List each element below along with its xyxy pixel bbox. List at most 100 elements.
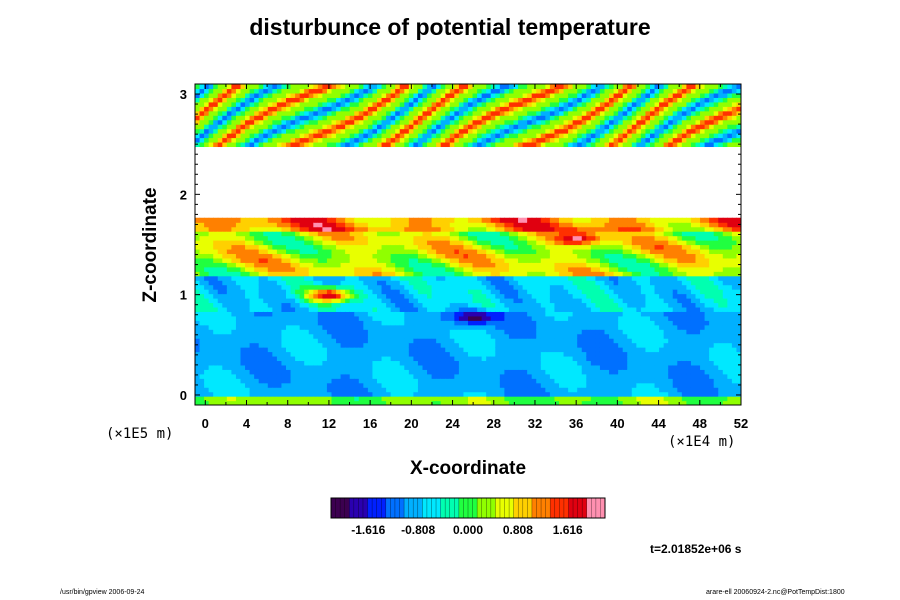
- contour-cell: [468, 244, 474, 250]
- contour-cell: [559, 400, 565, 405]
- contour-cell: [427, 275, 433, 281]
- contour-cell: [195, 266, 201, 272]
- contour-cell: [431, 293, 437, 299]
- contour-cell: [299, 373, 305, 379]
- contour-cell: [249, 231, 255, 237]
- contour-cell: [545, 293, 551, 299]
- contour-cell: [204, 311, 210, 317]
- contour-cell: [386, 271, 392, 277]
- contour-cell: [481, 289, 487, 295]
- contour-cell: [386, 88, 392, 94]
- contour-cell: [408, 101, 414, 107]
- contour-cell: [276, 119, 283, 125]
- contour-cell: [199, 106, 205, 112]
- contour-cell: [286, 275, 292, 281]
- contour-cell: [308, 347, 314, 353]
- contour-cell: [281, 271, 287, 277]
- contour-cell: [522, 320, 528, 326]
- contour-cell: [381, 275, 387, 281]
- contour-cell: [235, 253, 242, 259]
- contour-cell: [276, 110, 283, 116]
- contour-cell: [217, 88, 223, 94]
- contour-cell: [331, 396, 337, 402]
- contour-cell: [322, 338, 328, 344]
- contour-cell: [381, 315, 387, 321]
- contour-cell: [486, 355, 492, 362]
- contour-cell: [431, 226, 437, 232]
- contour-cell: [395, 124, 401, 130]
- contour-cell: [340, 351, 346, 357]
- contour-cell: [390, 275, 396, 281]
- contour-cell: [304, 302, 310, 308]
- contour-cell: [490, 382, 496, 388]
- contour-cell: [322, 222, 328, 228]
- contour-cell: [395, 88, 401, 94]
- contour-cell: [490, 119, 496, 125]
- contour-cell: [254, 382, 260, 388]
- contour-cell: [290, 133, 296, 139]
- contour-cell: [208, 329, 214, 335]
- contour-cell: [581, 293, 587, 299]
- contour-cell: [222, 391, 228, 397]
- contour-cell: [522, 342, 528, 348]
- contour-cell: [381, 217, 387, 223]
- contour-cell: [381, 324, 387, 330]
- contour-cell: [386, 280, 392, 286]
- contour-cell: [536, 329, 542, 335]
- contour-cell: [345, 231, 351, 237]
- contour-cell: [267, 284, 273, 290]
- contour-cell: [245, 133, 251, 139]
- contour-cell: [495, 324, 501, 330]
- contour-cell: [586, 235, 592, 241]
- contour-cell: [422, 360, 428, 366]
- contour-cell: [536, 235, 542, 241]
- contour-cell: [390, 141, 396, 148]
- contour-cell: [499, 355, 505, 362]
- contour-cell: [263, 342, 269, 348]
- contour-cell: [495, 106, 501, 112]
- contour-cell: [340, 128, 346, 134]
- contour-cell: [331, 253, 337, 259]
- contour-cell: [549, 231, 556, 237]
- contour-cell: [281, 253, 287, 259]
- contour-cell: [199, 382, 205, 388]
- contour-cell: [317, 347, 323, 353]
- contour-cell: [499, 315, 505, 321]
- contour-cell: [586, 351, 592, 357]
- contour-cell: [472, 266, 478, 272]
- contour-cell: [276, 324, 283, 330]
- contour-cell: [213, 364, 219, 370]
- contour-cell: [249, 119, 255, 125]
- contour-cell: [399, 133, 405, 139]
- contour-cell: [263, 106, 269, 112]
- contour-cell: [536, 84, 542, 90]
- contour-cell: [399, 280, 405, 286]
- contour-cell: [276, 387, 283, 393]
- contour-cell: [286, 315, 292, 321]
- contour-cell: [417, 338, 424, 344]
- contour-cell: [336, 92, 342, 98]
- contour-cell: [267, 266, 273, 272]
- contour-cell: [254, 101, 260, 107]
- contour-cell: [458, 364, 465, 370]
- contour-cell: [208, 124, 214, 130]
- contour-cell: [481, 253, 487, 259]
- contour-cell: [340, 293, 346, 299]
- contour-cell: [499, 115, 505, 121]
- contour-cell: [276, 235, 283, 241]
- contour-cell: [345, 115, 351, 121]
- contour-cell: [563, 92, 569, 98]
- contour-cell: [290, 119, 296, 125]
- contour-cell: [249, 222, 255, 228]
- contour-cell: [463, 391, 469, 397]
- contour-cell: [463, 257, 469, 263]
- contour-cell: [222, 257, 228, 263]
- contour-cell: [326, 378, 333, 384]
- contour-cell: [199, 351, 205, 357]
- contour-cell: [540, 382, 546, 388]
- contour-cell: [568, 244, 574, 250]
- contour-cell: [427, 338, 433, 344]
- contour-cell: [326, 248, 333, 255]
- contour-cell: [404, 217, 410, 223]
- contour-cell: [263, 253, 269, 259]
